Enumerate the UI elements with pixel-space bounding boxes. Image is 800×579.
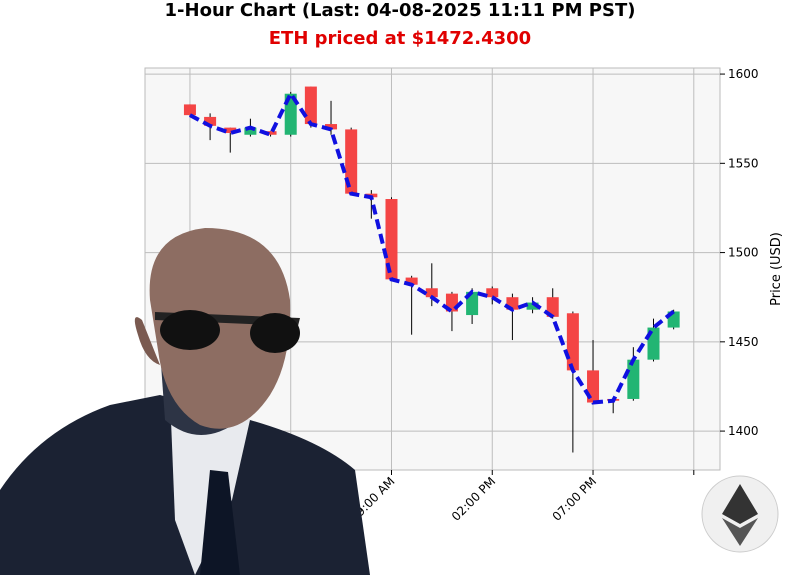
eth-logo (701, 475, 779, 553)
close-line (189, 89, 675, 405)
candle-body (486, 288, 499, 298)
candle-body (204, 116, 217, 126)
candle-body (566, 313, 579, 371)
x-tick-label: 02:00 PM (449, 474, 498, 523)
ear (134, 317, 160, 365)
chart-subtitle: ETH priced at $1472.4300 (269, 28, 531, 49)
tie (200, 470, 240, 575)
y-tick-label: 1450 (728, 335, 759, 349)
candle-body (224, 127, 237, 133)
y-tick-label: 1600 (728, 67, 759, 81)
candle-body (264, 131, 277, 135)
candle-body (526, 302, 539, 310)
y-axis-label: Price (USD) (769, 232, 784, 306)
candle-body (627, 359, 640, 399)
illustration-agent (0, 228, 370, 575)
y-tick-label: 1500 (728, 246, 759, 260)
chart-title: 1-Hour Chart (Last: 04-08-2025 11:11 PM … (165, 0, 636, 21)
candle-body (304, 86, 317, 125)
candle-body (546, 297, 559, 317)
candle-body (385, 199, 398, 280)
candle-body (244, 127, 257, 135)
logo-bottom (722, 518, 758, 546)
candle-body (425, 288, 438, 298)
glasses-left (160, 310, 220, 350)
marks (183, 86, 680, 453)
glasses-right (250, 313, 300, 353)
candle-body (183, 104, 196, 116)
x-tick-label: 07:00 PM (550, 474, 599, 523)
y-tick-label: 1550 (728, 156, 759, 170)
candle-body (466, 291, 479, 316)
candle-body (405, 277, 418, 285)
candle-body (325, 124, 338, 130)
logo-top (722, 484, 758, 524)
y-tick-label: 1400 (728, 424, 759, 438)
